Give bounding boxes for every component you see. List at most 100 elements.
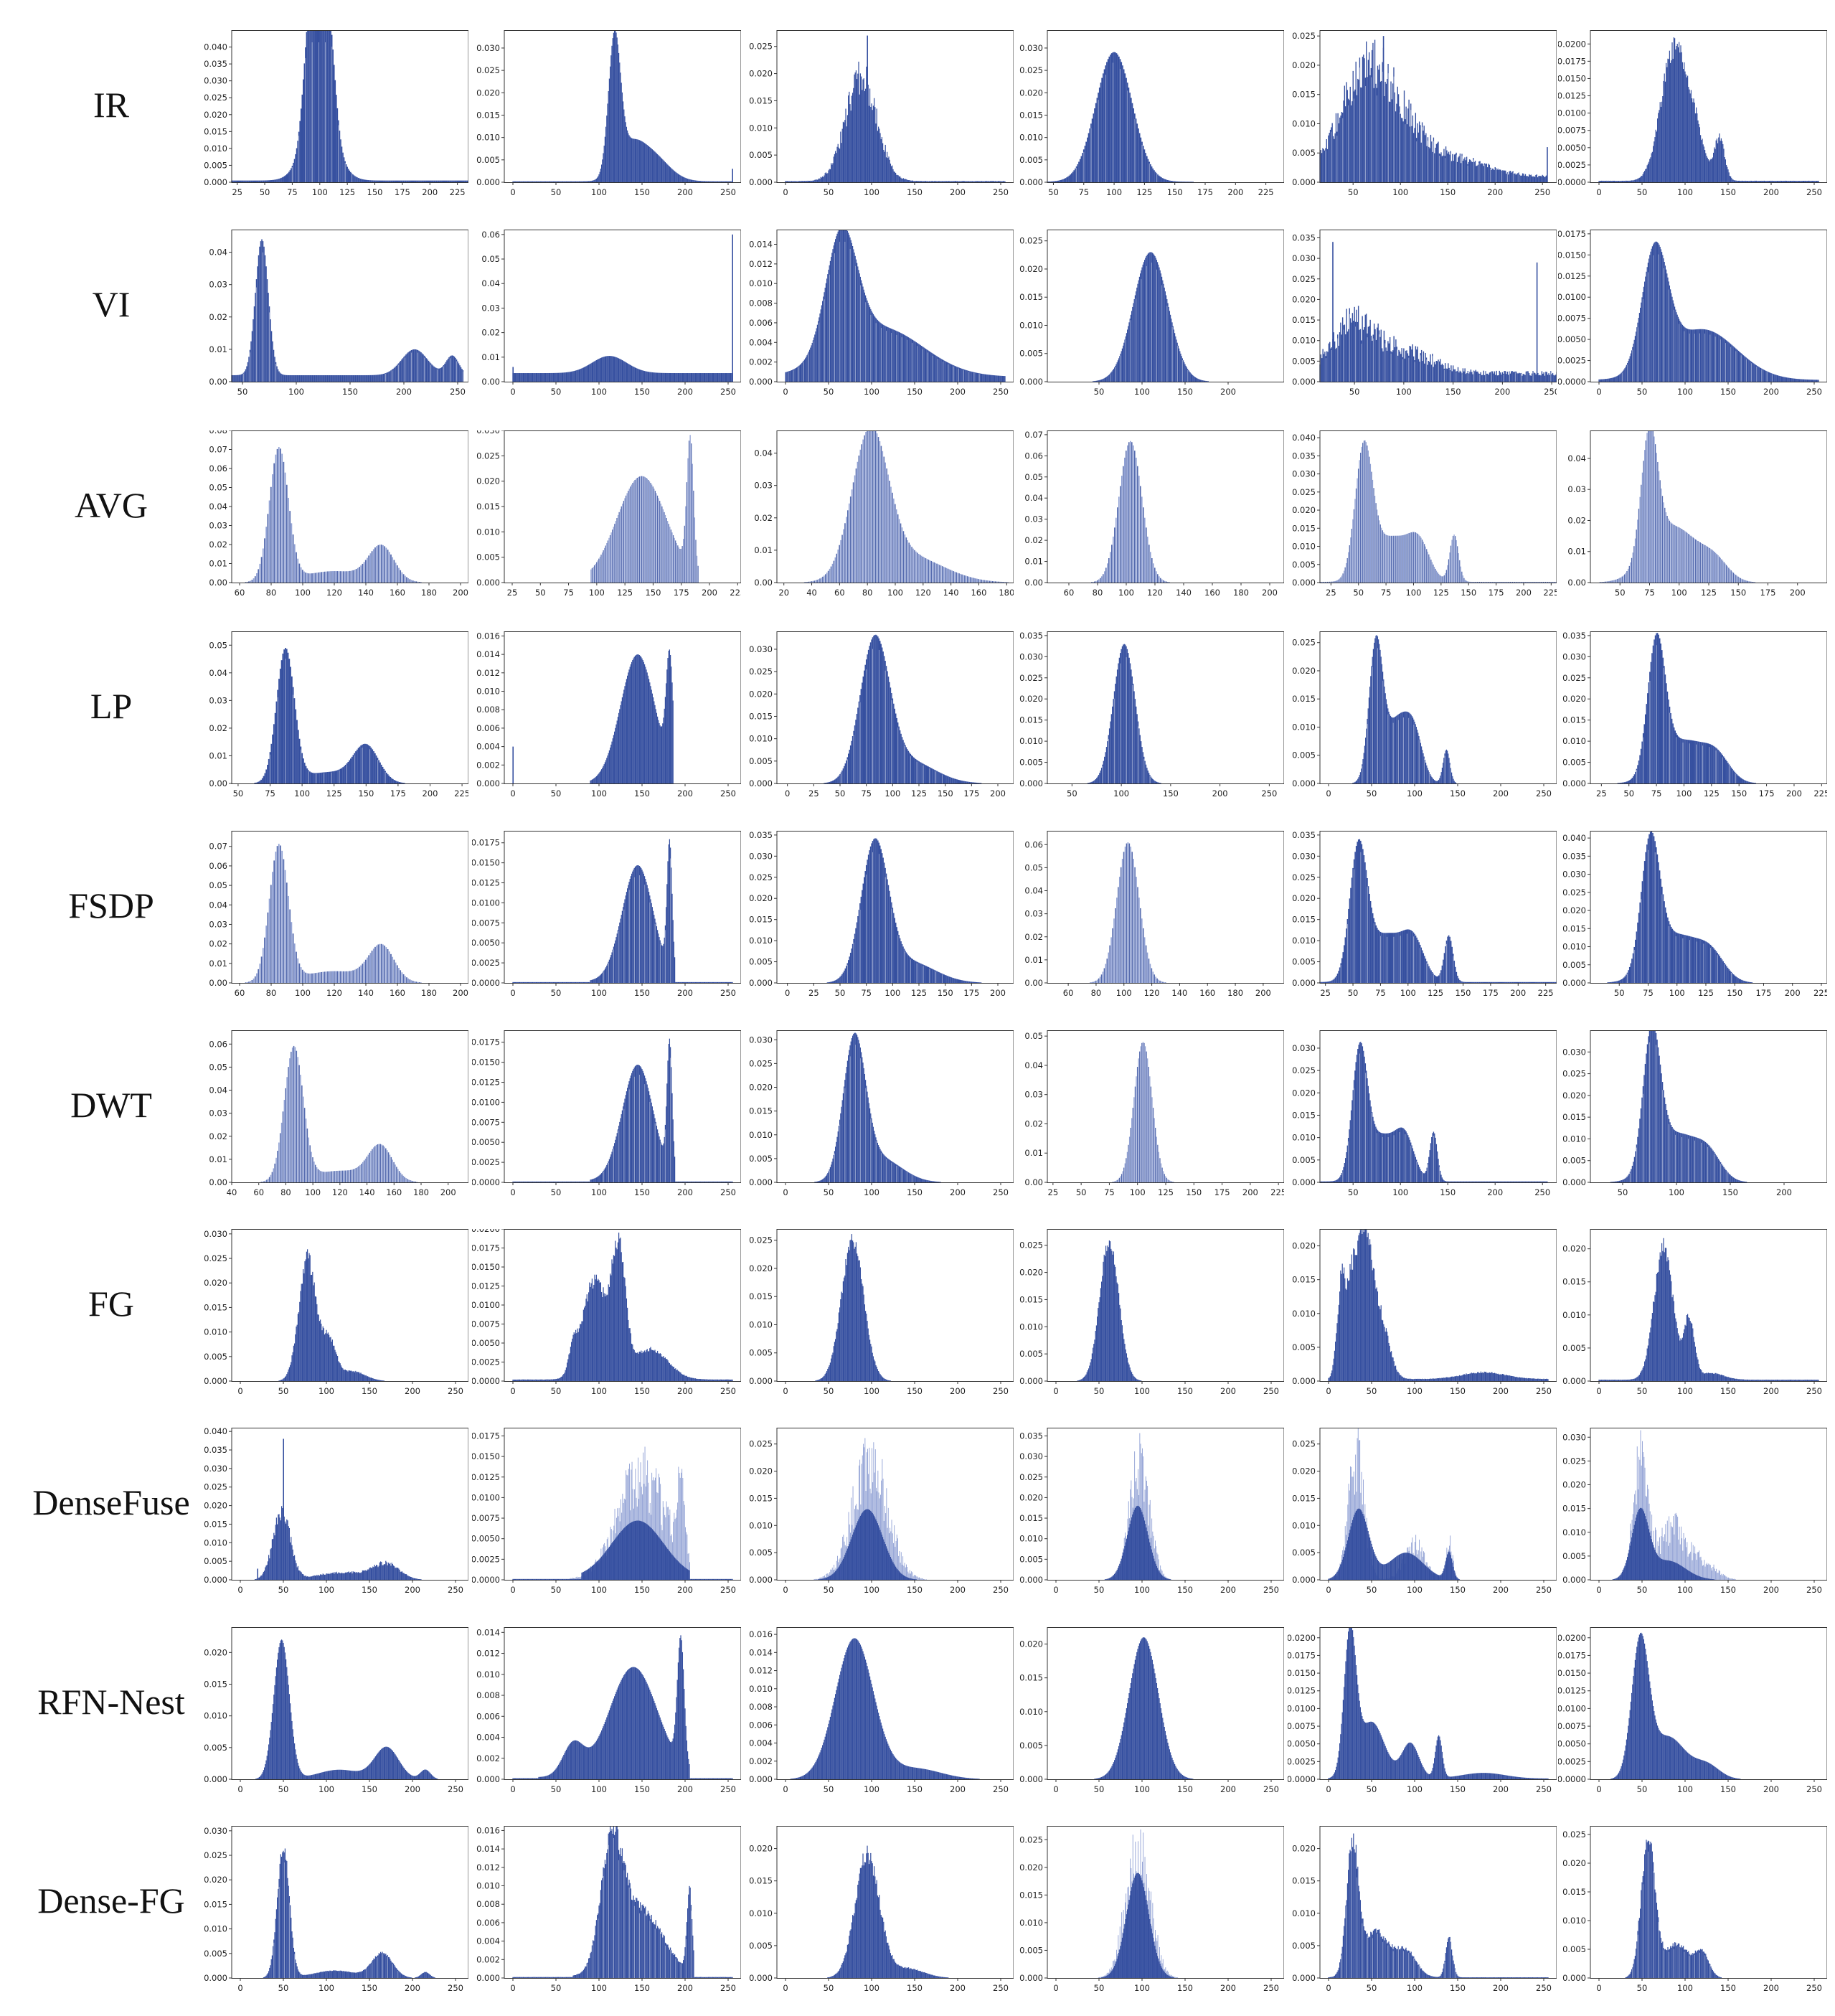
bar <box>1688 87 1689 183</box>
bar <box>1788 181 1790 182</box>
bar <box>395 780 397 783</box>
bar <box>1414 532 1415 583</box>
bar <box>950 570 952 583</box>
bar <box>905 537 907 583</box>
y-tick-label: 0.02 <box>1567 515 1586 525</box>
bar <box>1363 55 1364 182</box>
bar <box>663 717 664 783</box>
bar <box>835 151 836 182</box>
bar <box>636 139 638 182</box>
bar <box>671 373 673 382</box>
bar <box>1121 351 1122 382</box>
bar <box>968 576 970 583</box>
bar <box>343 571 344 583</box>
bar <box>1688 534 1689 583</box>
bar <box>1736 349 1737 382</box>
x-tick-label: 150 <box>1177 387 1193 397</box>
bar <box>964 781 966 783</box>
x-tick-label: 40 <box>806 588 817 598</box>
bar <box>1451 371 1453 382</box>
bar <box>1694 113 1697 182</box>
y-tick-label: 0.04 <box>1024 493 1043 503</box>
bar <box>286 484 288 583</box>
x-tick-label: 150 <box>1720 387 1736 397</box>
bar <box>1110 55 1111 182</box>
bar <box>248 357 250 382</box>
x-tick-label: 100 <box>1405 588 1421 598</box>
bar <box>882 451 884 583</box>
bar <box>395 365 397 382</box>
bar <box>1428 146 1430 182</box>
bar <box>849 496 852 583</box>
bar <box>1440 575 1442 583</box>
bar <box>1393 717 1395 783</box>
bar <box>1693 98 1694 182</box>
bar <box>1787 181 1788 182</box>
bar <box>1602 180 1603 182</box>
bar <box>261 778 263 783</box>
bar <box>613 735 615 783</box>
bar <box>255 293 256 382</box>
bar <box>646 672 648 783</box>
bar <box>565 372 566 382</box>
bar <box>329 375 331 382</box>
bar <box>1158 264 1159 382</box>
bar <box>602 768 603 783</box>
bar <box>1432 151 1433 182</box>
bar <box>888 156 890 182</box>
x-tick-label: 200 <box>1212 788 1228 799</box>
bar <box>1403 348 1405 382</box>
bar <box>1436 361 1438 382</box>
bar <box>1715 552 1717 583</box>
bar <box>811 581 813 583</box>
bar <box>905 747 907 783</box>
bar <box>1375 83 1377 182</box>
bar <box>1341 317 1344 382</box>
bar <box>253 306 255 382</box>
bar-gap <box>1503 374 1504 382</box>
bar <box>855 70 857 182</box>
bar <box>674 373 676 382</box>
bar <box>1164 287 1165 382</box>
bar <box>365 743 367 783</box>
x-tick-label: 75 <box>265 788 275 799</box>
bar <box>288 497 289 583</box>
bar <box>538 373 539 382</box>
bar <box>1344 324 1346 382</box>
bar <box>352 570 354 583</box>
bar <box>1499 372 1501 382</box>
bar <box>405 354 407 382</box>
bar <box>273 724 275 783</box>
bar <box>999 181 1001 182</box>
bar <box>1480 581 1481 583</box>
bar <box>1169 311 1171 382</box>
bar <box>1438 573 1440 583</box>
bar <box>1486 373 1488 382</box>
bar <box>653 372 654 382</box>
bar <box>1694 329 1697 382</box>
bar <box>822 301 824 382</box>
bar <box>960 573 961 583</box>
bar-gap <box>860 285 861 382</box>
bar <box>1421 746 1423 783</box>
y-tick-label: 0.010 <box>476 687 500 697</box>
bar <box>446 360 448 382</box>
bar <box>1752 581 1753 583</box>
x-tick-label: 150 <box>342 387 358 397</box>
bar <box>453 357 456 382</box>
bar <box>1486 167 1489 182</box>
bar <box>939 565 940 583</box>
bar <box>633 481 635 583</box>
bar <box>1708 547 1709 583</box>
bar <box>1352 519 1354 583</box>
bar <box>994 581 996 583</box>
bar <box>613 527 614 583</box>
bar <box>1737 576 1739 583</box>
bar <box>615 32 617 182</box>
bar <box>1624 181 1626 182</box>
axes-frame <box>1319 230 1557 382</box>
bar-gap <box>298 136 300 182</box>
bar <box>890 164 892 182</box>
bar <box>621 92 623 182</box>
bar <box>276 366 278 382</box>
